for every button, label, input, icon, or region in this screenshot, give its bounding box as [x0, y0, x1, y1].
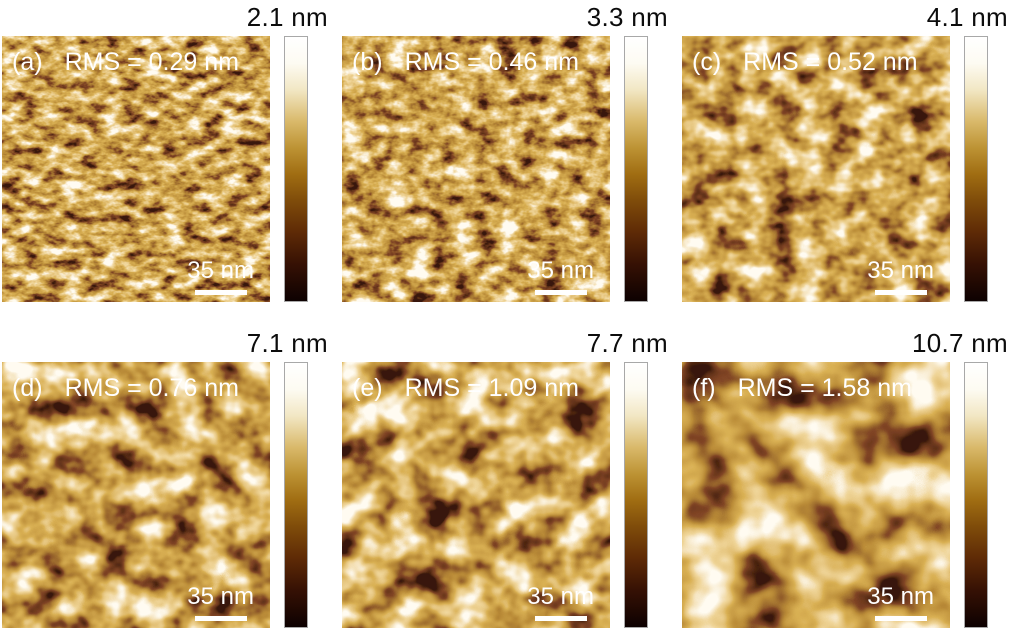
panel-b: 3.3 nm	[342, 2, 668, 302]
scale-bar-group: 35 nm	[867, 583, 934, 621]
colorbar	[284, 36, 308, 302]
colorbar-max-label: 3.3 nm	[586, 2, 668, 32]
scale-bar-group: 35 nm	[527, 257, 594, 295]
panel-body: (a) RMS = 0.29 nm 35 nm	[2, 36, 308, 302]
rms-value: RMS = 0.52 nm	[743, 48, 918, 76]
rms-value: RMS = 1.58 nm	[737, 374, 912, 402]
afm-texture	[2, 36, 270, 302]
scale-bar	[534, 290, 587, 295]
colorbar-max-row: 7.1 nm	[2, 328, 328, 362]
panel-letter: (a)	[12, 48, 43, 76]
scale-bar-group: 35 nm	[187, 583, 254, 621]
afm-texture	[342, 362, 610, 628]
colorbar-max-row: 10.7 nm	[682, 328, 1008, 362]
panel-f: 10.7 nm	[682, 328, 1008, 628]
panel-body: (f) RMS = 1.58 nm 35 nm	[682, 362, 988, 628]
colorbar	[624, 362, 648, 628]
scale-bar-label: 35 nm	[867, 257, 934, 284]
scale-bar-label: 35 nm	[187, 257, 254, 284]
scale-bar	[194, 290, 247, 295]
rms-value: RMS = 0.76 nm	[64, 374, 239, 402]
panel-letter: (f)	[692, 374, 716, 402]
colorbar-max-label: 10.7 nm	[911, 328, 1008, 358]
panel-letter: (e)	[352, 374, 383, 402]
afm-image: (d) RMS = 0.76 nm 35 nm	[2, 362, 270, 628]
afm-image: (a) RMS = 0.29 nm 35 nm	[2, 36, 270, 302]
rms-label: (d) RMS = 0.76 nm	[12, 374, 268, 403]
panel-letter: (b)	[352, 48, 383, 76]
afm-image: (c) RMS = 0.52 nm 35 nm	[682, 36, 950, 302]
afm-image: (f) RMS = 1.58 nm 35 nm	[682, 362, 950, 628]
scale-bar	[874, 616, 927, 621]
scale-bar-label: 35 nm	[527, 257, 594, 284]
scale-bar-label: 35 nm	[527, 583, 594, 610]
colorbar-max-label: 7.1 nm	[246, 328, 328, 358]
scale-bar-group: 35 nm	[867, 257, 934, 295]
colorbar-max-label: 4.1 nm	[926, 2, 1008, 32]
scale-bar-group: 35 nm	[527, 583, 594, 621]
panel-letter: (c)	[692, 48, 722, 76]
colorbar	[964, 362, 988, 628]
colorbar-max-row: 3.3 nm	[342, 2, 668, 36]
panel-d: 7.1 nm	[2, 328, 328, 628]
colorbar	[624, 36, 648, 302]
scale-bar	[874, 290, 927, 295]
afm-texture	[2, 362, 270, 628]
colorbar-max-row: 7.7 nm	[342, 328, 668, 362]
panel-body: (d) RMS = 0.76 nm 35 nm	[2, 362, 308, 628]
scale-bar	[534, 616, 587, 621]
colorbar	[964, 36, 988, 302]
panel-letter: (d)	[12, 374, 43, 402]
panel-grid: 2.1 nm	[2, 2, 1008, 628]
afm-texture	[682, 36, 950, 302]
panel-a: 2.1 nm	[2, 2, 328, 302]
rms-label: (e) RMS = 1.09 nm	[352, 374, 608, 403]
rms-label: (c) RMS = 0.52 nm	[692, 48, 948, 77]
panel-body: (e) RMS = 1.09 nm 35 nm	[342, 362, 648, 628]
rms-label: (b) RMS = 0.46 nm	[352, 48, 608, 77]
colorbar	[284, 362, 308, 628]
rms-label: (f) RMS = 1.58 nm	[692, 374, 948, 403]
rms-label: (a) RMS = 0.29 nm	[12, 48, 268, 77]
panel-body: (c) RMS = 0.52 nm 35 nm	[682, 36, 988, 302]
afm-image: (e) RMS = 1.09 nm 35 nm	[342, 362, 610, 628]
rms-value: RMS = 0.29 nm	[64, 48, 239, 76]
afm-texture	[682, 362, 950, 628]
scale-bar-label: 35 nm	[187, 583, 254, 610]
afm-image: (b) RMS = 0.46 nm 35 nm	[342, 36, 610, 302]
rms-value: RMS = 0.46 nm	[404, 48, 579, 76]
afm-texture	[342, 36, 610, 302]
colorbar-max-row: 4.1 nm	[682, 2, 1008, 36]
panel-body: (b) RMS = 0.46 nm 35 nm	[342, 36, 648, 302]
scale-bar-group: 35 nm	[187, 257, 254, 295]
scale-bar-label: 35 nm	[867, 583, 934, 610]
colorbar-max-label: 7.7 nm	[586, 328, 668, 358]
rms-value: RMS = 1.09 nm	[404, 374, 579, 402]
panel-c: 4.1 nm	[682, 2, 1008, 302]
colorbar-max-row: 2.1 nm	[2, 2, 328, 36]
colorbar-max-label: 2.1 nm	[246, 2, 328, 32]
panel-e: 7.7 nm	[342, 328, 668, 628]
scale-bar	[194, 616, 247, 621]
